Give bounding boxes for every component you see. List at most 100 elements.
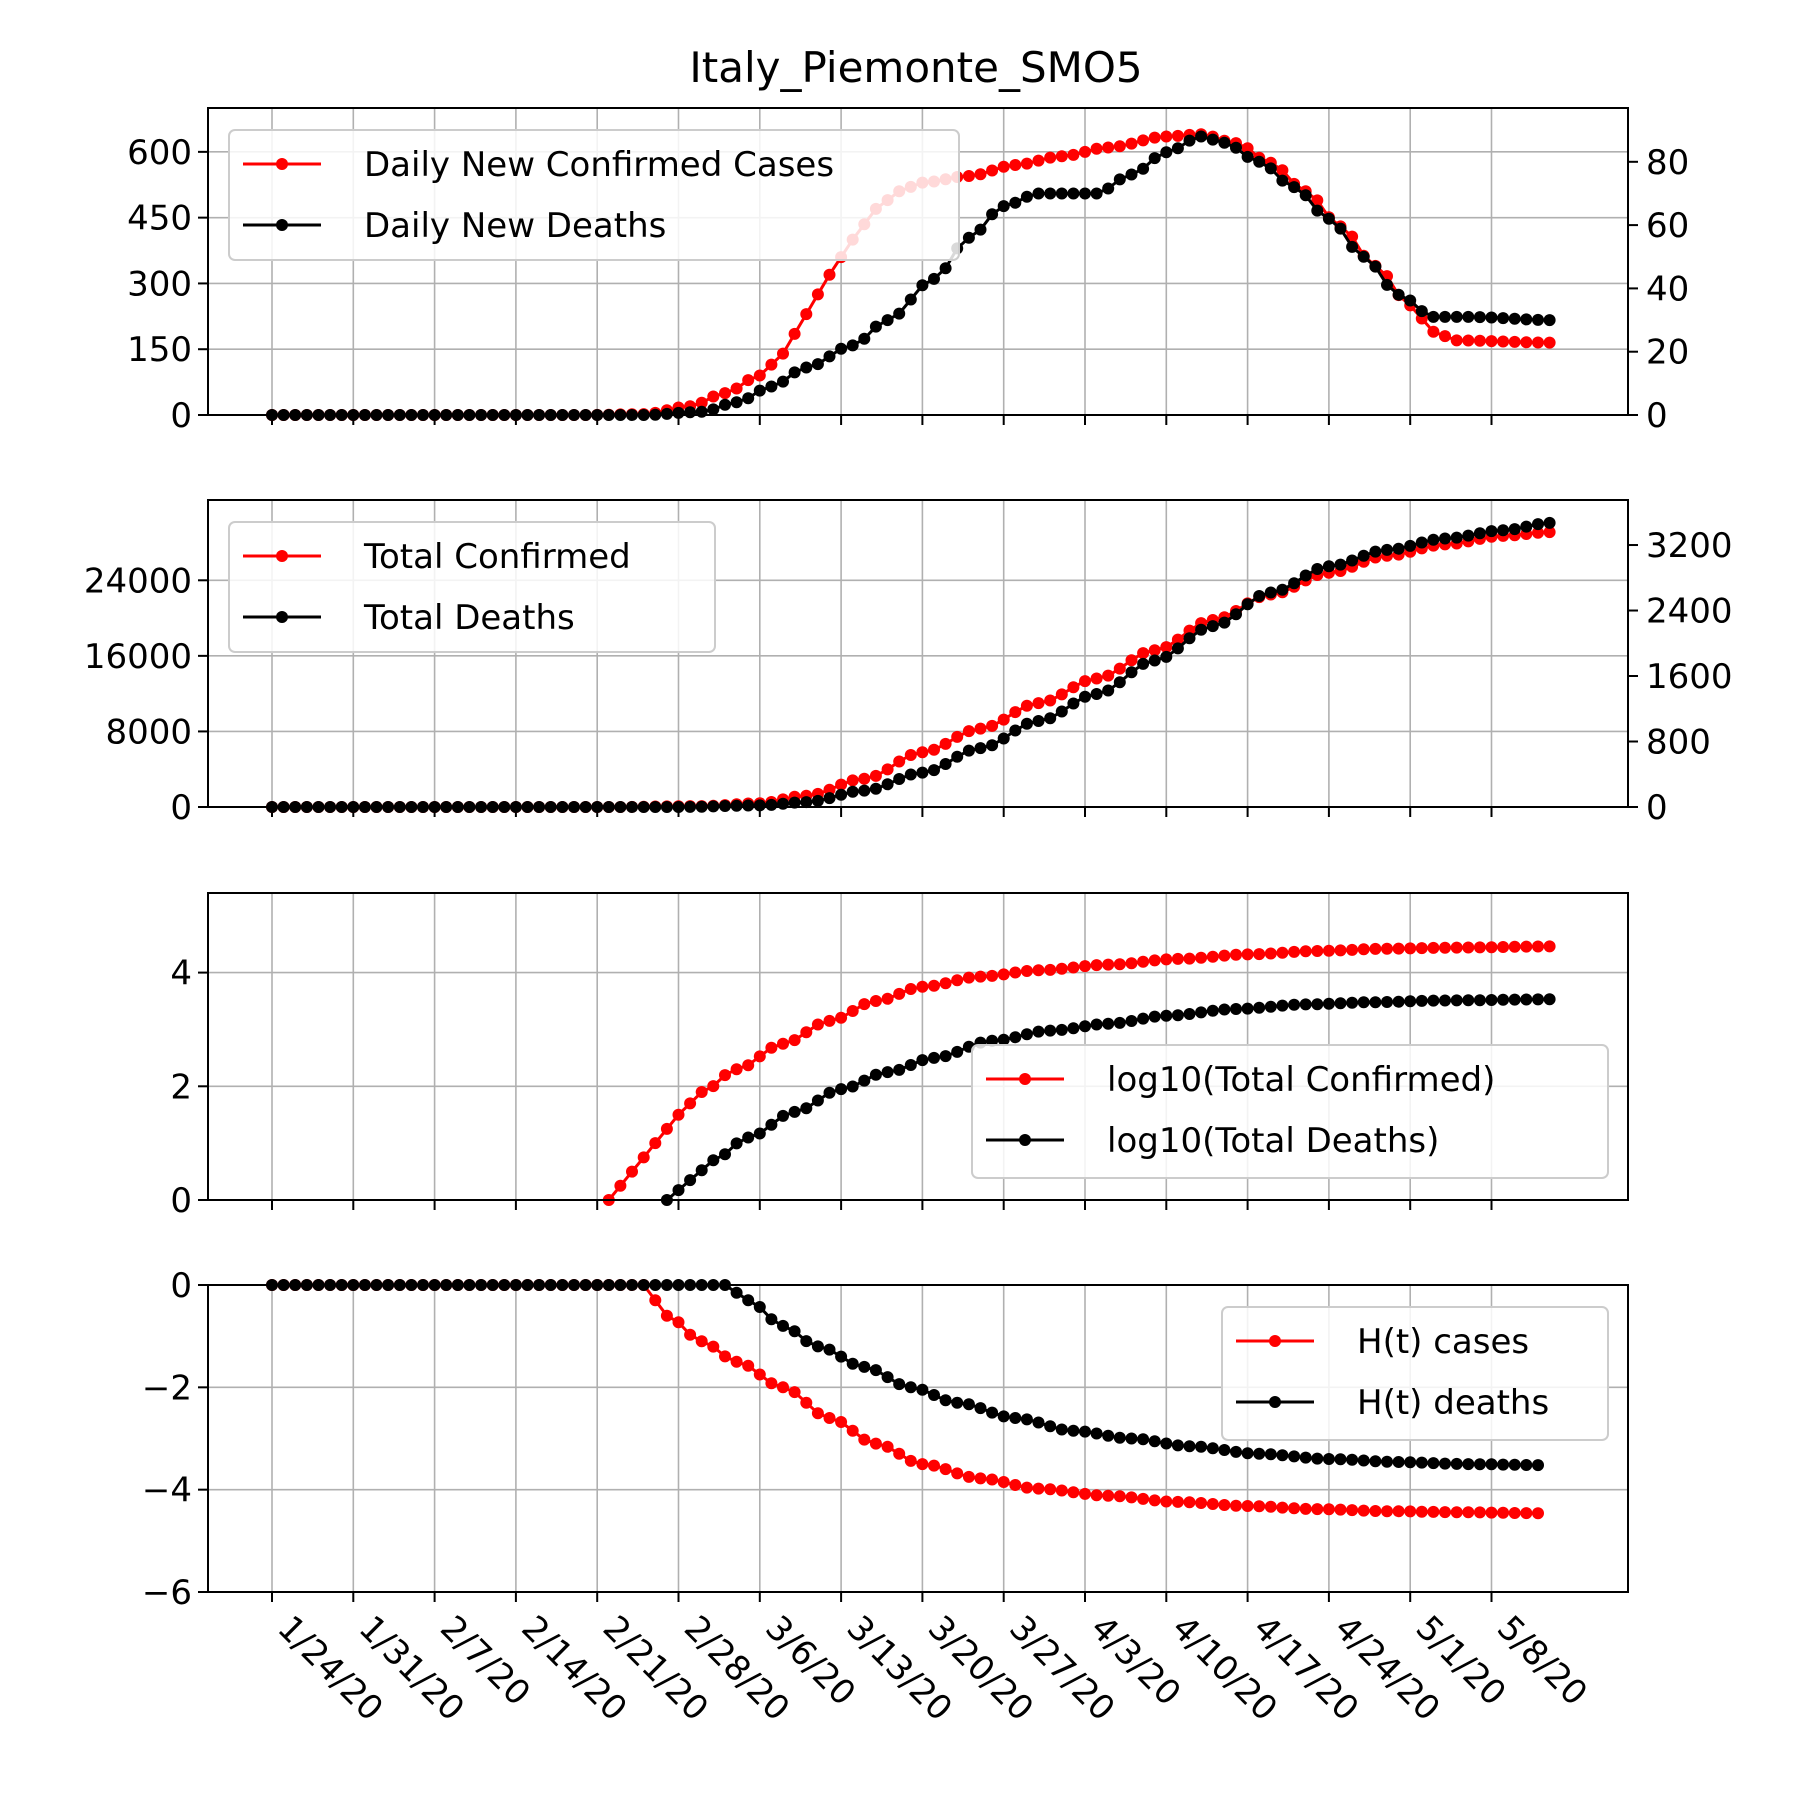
data-point xyxy=(1253,1001,1266,1014)
data-point xyxy=(881,1066,894,1079)
data-point xyxy=(986,1473,999,1486)
data-point xyxy=(1322,560,1335,573)
left-tick-label: 0 xyxy=(170,1181,192,1221)
data-point xyxy=(753,384,766,397)
data-point xyxy=(777,1319,789,1332)
data-point xyxy=(788,327,801,340)
data-point xyxy=(823,1086,836,1099)
legend-marker xyxy=(276,550,288,562)
data-point xyxy=(1032,1416,1045,1429)
data-point xyxy=(695,1086,708,1098)
data-point xyxy=(742,799,755,812)
data-point xyxy=(893,1447,906,1460)
data-point xyxy=(974,168,987,181)
data-point xyxy=(1195,951,1208,964)
data-point xyxy=(1125,1432,1138,1445)
data-point xyxy=(1218,616,1231,629)
data-point xyxy=(893,773,906,785)
data-point xyxy=(1322,212,1335,225)
right-tick-label: 1600 xyxy=(1646,657,1733,697)
data-point xyxy=(1357,943,1370,956)
panel-2: 0 8000 16000 24000 0 800 1600 2400 3200 Total Con… xyxy=(84,499,1733,828)
data-point xyxy=(1020,1481,1033,1494)
data-point xyxy=(1288,1502,1301,1515)
data-point xyxy=(1183,1008,1196,1020)
data-point xyxy=(1183,134,1196,147)
data-point xyxy=(811,288,824,301)
data-point xyxy=(1067,697,1080,710)
data-point xyxy=(1264,1448,1277,1461)
data-point xyxy=(997,713,1010,726)
data-point xyxy=(1299,945,1312,958)
data-point xyxy=(916,279,929,292)
data-point xyxy=(1322,997,1335,1010)
data-point xyxy=(1334,1503,1347,1516)
data-point xyxy=(1532,518,1544,531)
data-point xyxy=(1508,940,1521,953)
data-point xyxy=(1427,310,1440,323)
data-point xyxy=(765,1377,778,1390)
data-point xyxy=(1276,164,1289,177)
data-point xyxy=(1044,187,1057,200)
data-point xyxy=(1404,294,1417,307)
data-point xyxy=(1508,993,1521,1006)
data-point xyxy=(1113,1490,1126,1503)
data-point xyxy=(974,1472,987,1485)
data-point xyxy=(1334,944,1347,957)
data-point xyxy=(974,223,987,236)
data-point xyxy=(939,262,952,275)
data-point xyxy=(811,358,824,371)
legend-marker xyxy=(1269,1335,1281,1347)
data-point xyxy=(719,1350,731,1363)
data-point xyxy=(1032,154,1045,167)
data-point xyxy=(672,1184,685,1197)
data-point xyxy=(904,749,917,761)
data-point xyxy=(1183,632,1196,645)
legend-marker xyxy=(276,611,288,623)
data-point xyxy=(730,1286,743,1299)
data-point xyxy=(1392,942,1405,955)
data-point xyxy=(846,1080,859,1093)
data-point xyxy=(1206,620,1219,633)
data-point xyxy=(1532,1507,1544,1520)
data-point xyxy=(835,788,848,801)
left-tick-label: 600 xyxy=(127,133,192,173)
plot-frame xyxy=(207,107,1629,416)
data-point xyxy=(1253,1500,1266,1513)
data-point xyxy=(869,1364,882,1377)
data-point xyxy=(1020,965,1033,977)
legend-label: log10(Total Confirmed) xyxy=(1107,1060,1495,1100)
data-point xyxy=(1520,520,1533,533)
data-point xyxy=(1497,335,1510,348)
data-point xyxy=(765,1118,778,1131)
plot-frame xyxy=(207,499,1629,808)
data-point xyxy=(742,1294,755,1307)
data-point xyxy=(881,778,894,791)
data-point xyxy=(1218,1499,1231,1511)
data-point xyxy=(1485,941,1498,954)
data-point xyxy=(1311,1503,1324,1516)
data-point xyxy=(777,347,789,360)
data-point xyxy=(835,342,848,355)
data-point xyxy=(1520,993,1533,1006)
data-point xyxy=(1346,1504,1359,1517)
data-point xyxy=(1020,699,1033,712)
data-point xyxy=(1032,1482,1045,1495)
data-point xyxy=(997,732,1010,745)
data-point xyxy=(1520,1459,1533,1471)
data-point xyxy=(1415,536,1428,549)
data-point xyxy=(869,1068,882,1081)
data-point xyxy=(811,1018,824,1031)
data-point xyxy=(730,1355,743,1368)
legend-label: H(t) deaths xyxy=(1357,1383,1549,1423)
data-point xyxy=(730,396,743,409)
data-point xyxy=(1183,1496,1196,1509)
data-point xyxy=(986,719,999,732)
data-point xyxy=(1439,1506,1451,1519)
data-point xyxy=(1148,131,1161,144)
data-point xyxy=(1020,157,1033,170)
data-point xyxy=(1137,657,1150,670)
data-point xyxy=(1543,993,1556,1006)
data-point xyxy=(1497,993,1510,1006)
data-point xyxy=(800,361,813,374)
